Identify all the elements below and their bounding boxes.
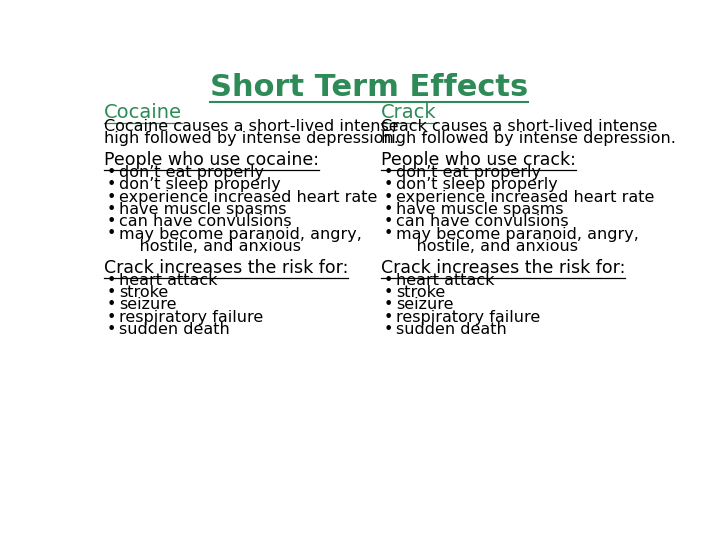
Text: •: • bbox=[107, 285, 117, 300]
Text: respiratory failure: respiratory failure bbox=[120, 309, 264, 325]
Text: Crack increases the risk for:: Crack increases the risk for: bbox=[104, 259, 348, 277]
Text: Short Term Effects: Short Term Effects bbox=[210, 72, 528, 102]
Text: Cocaine: Cocaine bbox=[104, 103, 182, 122]
Text: Crack increases the risk for:: Crack increases the risk for: bbox=[381, 259, 625, 277]
Text: don’t sleep properly: don’t sleep properly bbox=[396, 177, 558, 192]
Text: can have convulsions: can have convulsions bbox=[120, 214, 292, 229]
Text: Cocaine causes a short-lived intense: Cocaine causes a short-lived intense bbox=[104, 119, 399, 134]
Text: •: • bbox=[107, 202, 117, 217]
Text: •: • bbox=[384, 285, 393, 300]
Text: heart attack: heart attack bbox=[120, 273, 218, 288]
Text: •: • bbox=[107, 322, 117, 337]
Text: People who use crack:: People who use crack: bbox=[381, 151, 575, 169]
Text: •: • bbox=[107, 214, 117, 229]
Text: •: • bbox=[107, 177, 117, 192]
Text: •: • bbox=[384, 165, 393, 180]
Text: can have convulsions: can have convulsions bbox=[396, 214, 569, 229]
Text: respiratory failure: respiratory failure bbox=[396, 309, 541, 325]
Text: •: • bbox=[384, 322, 393, 337]
Text: Crack causes a short-lived intense: Crack causes a short-lived intense bbox=[381, 119, 657, 134]
Text: •: • bbox=[107, 165, 117, 180]
Text: •: • bbox=[384, 177, 393, 192]
Text: hostile, and anxious: hostile, and anxious bbox=[396, 239, 578, 254]
Text: Crack: Crack bbox=[381, 103, 436, 122]
Text: have muscle spasms: have muscle spasms bbox=[396, 202, 564, 217]
Text: •: • bbox=[107, 273, 117, 288]
Text: heart attack: heart attack bbox=[396, 273, 495, 288]
Text: stroke: stroke bbox=[120, 285, 168, 300]
Text: hostile, and anxious: hostile, and anxious bbox=[120, 239, 302, 254]
Text: People who use cocaine:: People who use cocaine: bbox=[104, 151, 319, 169]
Text: don’t eat properly: don’t eat properly bbox=[396, 165, 541, 180]
Text: don’t eat properly: don’t eat properly bbox=[120, 165, 264, 180]
Text: may become paranoid, angry,: may become paranoid, angry, bbox=[120, 226, 362, 241]
Text: sudden death: sudden death bbox=[396, 322, 507, 337]
Text: seizure: seizure bbox=[396, 298, 454, 312]
Text: experience increased heart rate: experience increased heart rate bbox=[396, 190, 654, 205]
Text: stroke: stroke bbox=[396, 285, 446, 300]
Text: high followed by intense depression.: high followed by intense depression. bbox=[104, 131, 399, 146]
Text: •: • bbox=[384, 214, 393, 229]
Text: •: • bbox=[384, 273, 393, 288]
Text: •: • bbox=[107, 190, 117, 205]
Text: sudden death: sudden death bbox=[120, 322, 230, 337]
Text: have muscle spasms: have muscle spasms bbox=[120, 202, 287, 217]
Text: experience increased heart rate: experience increased heart rate bbox=[120, 190, 378, 205]
Text: •: • bbox=[384, 202, 393, 217]
Text: high followed by intense depression.: high followed by intense depression. bbox=[381, 131, 675, 146]
Text: don’t sleep properly: don’t sleep properly bbox=[120, 177, 282, 192]
Text: may become paranoid, angry,: may become paranoid, angry, bbox=[396, 226, 639, 241]
Text: •: • bbox=[107, 309, 117, 325]
Text: •: • bbox=[384, 309, 393, 325]
Text: •: • bbox=[107, 298, 117, 312]
Text: seizure: seizure bbox=[120, 298, 177, 312]
Text: •: • bbox=[384, 226, 393, 241]
Text: •: • bbox=[384, 190, 393, 205]
Text: •: • bbox=[107, 226, 117, 241]
Text: •: • bbox=[384, 298, 393, 312]
